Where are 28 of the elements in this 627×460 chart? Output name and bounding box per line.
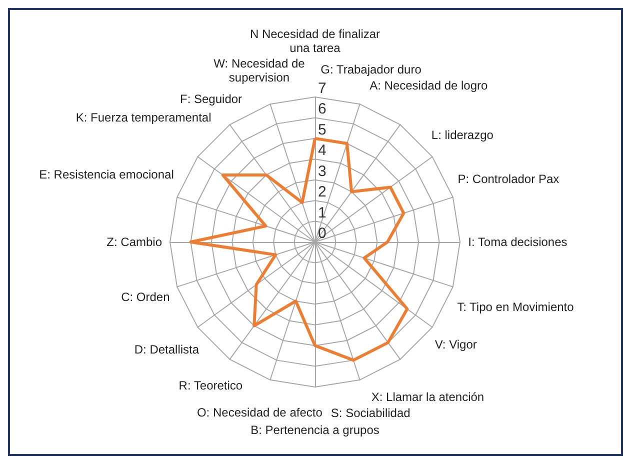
spoke-label: V: Vigor bbox=[434, 337, 477, 352]
spoke-label: D: Detallista bbox=[134, 342, 200, 357]
y-tick-label: 7 bbox=[318, 80, 326, 97]
y-tick-label: 6 bbox=[318, 100, 326, 118]
spoke-label: R: Teoretico bbox=[178, 378, 243, 393]
spoke-label: A: Necesidad de logro bbox=[370, 78, 488, 93]
spoke-label: T: Tipo en Movimiento bbox=[457, 300, 574, 314]
spoke-label: L: liderazgo bbox=[431, 128, 494, 142]
y-tick-label: 2 bbox=[318, 184, 326, 201]
spoke-label: C: Orden bbox=[121, 290, 170, 304]
y-tick-label: 3 bbox=[318, 162, 326, 180]
spoke-label: S: Sociabilidad bbox=[330, 406, 410, 420]
spoke-label: X: Llamar la atención bbox=[371, 390, 484, 404]
y-tick-label: 1 bbox=[318, 204, 326, 222]
spoke-label: N Necesidad de finalizar una tarea bbox=[250, 27, 380, 55]
spoke-label: O: Necesidad de afecto bbox=[196, 405, 323, 420]
spoke-label: B: Pertenencia a grupos bbox=[250, 423, 380, 437]
spoke-label: E: Resistencia emocional bbox=[39, 167, 174, 182]
spoke-label: G: Trabajador duro bbox=[320, 62, 422, 77]
spoke-label: P: Controlador Pax bbox=[458, 172, 560, 186]
spoke-label: I: Toma decisiones bbox=[468, 235, 568, 249]
spoke-label: F: Seguidor bbox=[180, 92, 242, 106]
y-tick-label: 4 bbox=[318, 142, 326, 160]
spoke-label: Z: Cambio bbox=[106, 235, 162, 249]
y-tick-label: 0 bbox=[318, 225, 326, 242]
y-tick-label: 5 bbox=[318, 121, 326, 138]
spoke-label: W: Necesidad de supervision bbox=[214, 56, 306, 84]
spoke-label: K: Fuerza temperamental bbox=[76, 110, 212, 124]
